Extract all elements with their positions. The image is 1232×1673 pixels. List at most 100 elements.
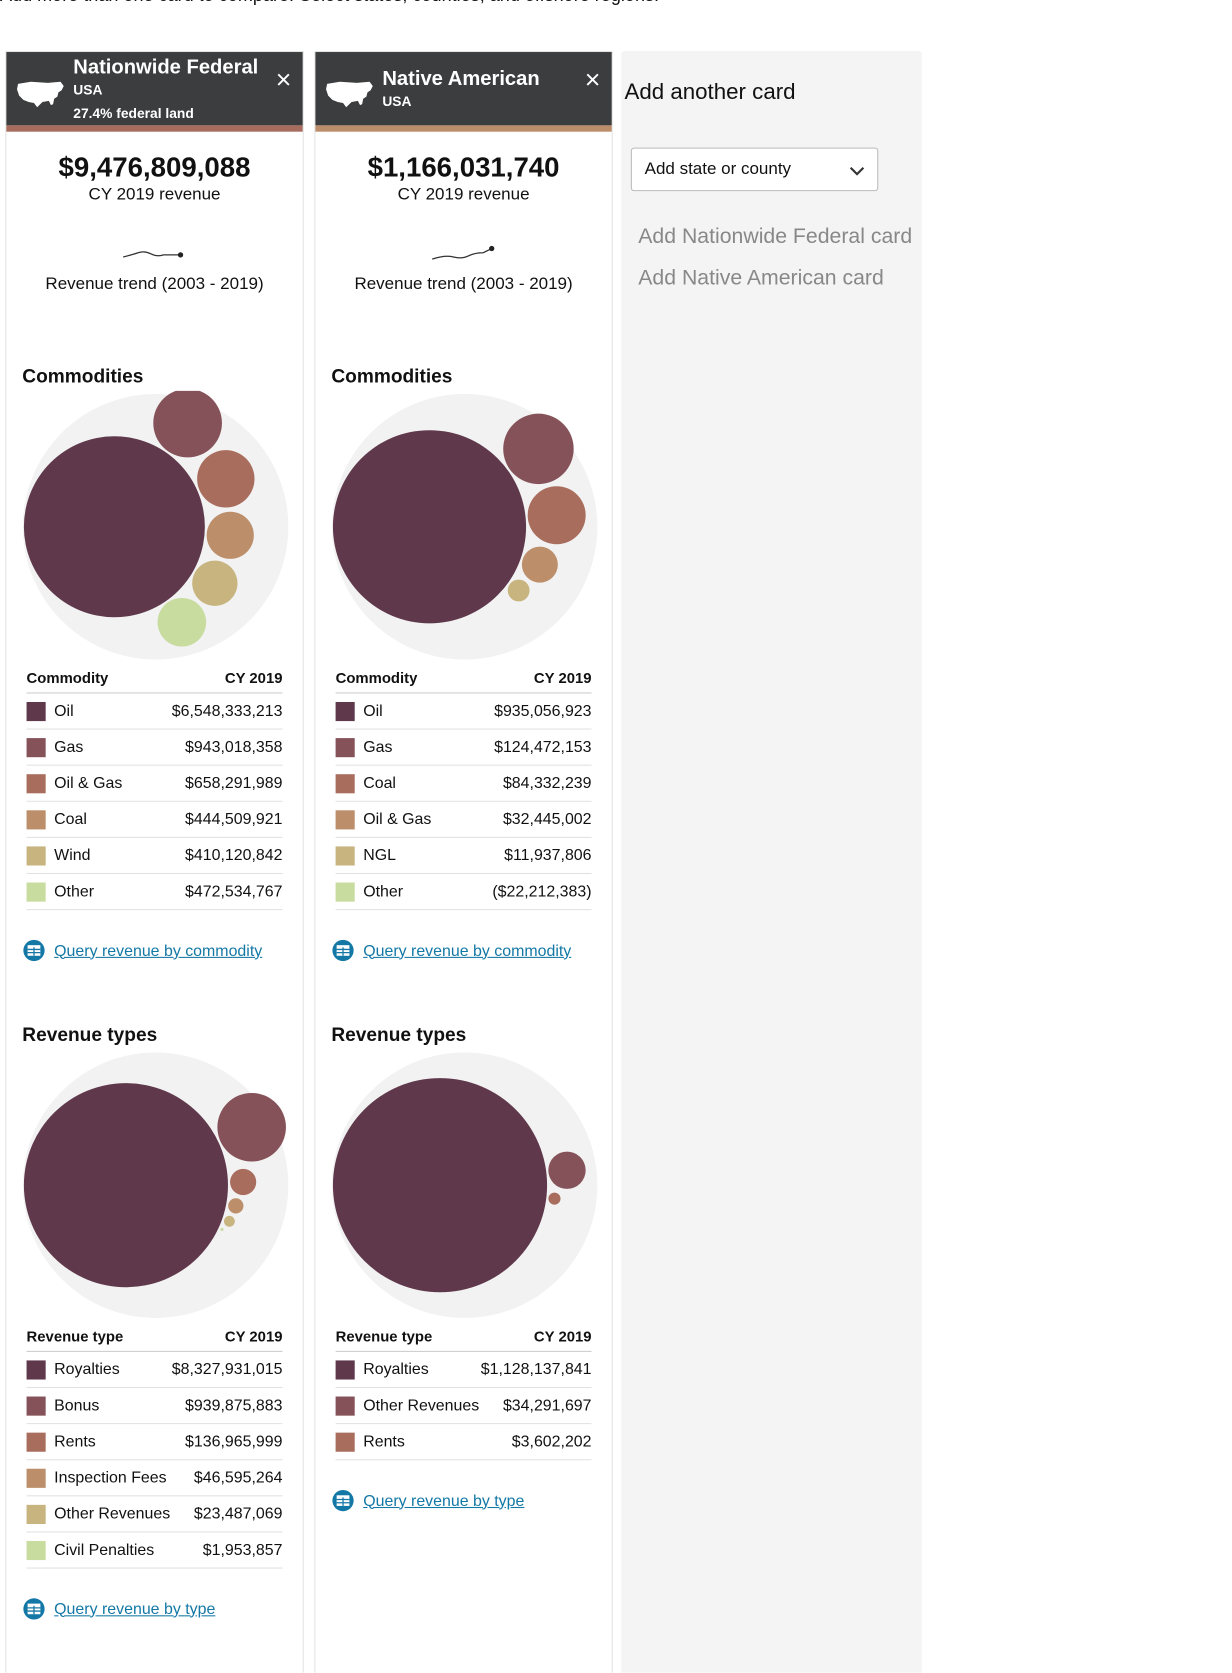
row-name: Other Revenues	[54, 1504, 171, 1523]
bubble	[548, 1151, 586, 1189]
bubble	[230, 1168, 257, 1196]
swatch	[335, 1432, 355, 1452]
bubble	[503, 413, 574, 485]
usa-icon	[16, 81, 64, 108]
section: Commodities Commodity CY 2019 Oil $935,056,9…	[315, 363, 611, 963]
table-row: Wind $410,120,842	[26, 838, 282, 875]
swatch	[26, 1468, 46, 1488]
row-name: Oil	[363, 701, 383, 721]
card-location: USA	[73, 81, 103, 98]
query-link[interactable]: Query revenue by type	[331, 1488, 595, 1513]
card-title: Native American	[382, 67, 540, 90]
close-button[interactable]	[277, 73, 290, 86]
swatch	[335, 1395, 355, 1416]
bubble	[192, 560, 238, 606]
row-value: $1,953,857	[202, 1540, 283, 1560]
close-button[interactable]	[586, 73, 599, 86]
table: Revenue type CY 2019 Royalties $1,128,137,8…	[331, 1321, 595, 1461]
table-row: Oil & Gas $658,291,989	[26, 766, 283, 802]
table-header: Commodity CY 2019	[335, 663, 592, 694]
table: Revenue type CY 2019 Royalties $8,327,931,0…	[22, 1321, 286, 1569]
bubble	[220, 1227, 224, 1232]
bubble-chart	[331, 1052, 598, 1318]
table-header: Revenue type CY 2019	[26, 1321, 283, 1352]
bubble	[157, 597, 207, 647]
bubble	[23, 1083, 228, 1288]
row-value: $935,056,923	[494, 701, 592, 721]
row-value: $472,534,767	[185, 882, 283, 901]
table-icon	[23, 1598, 45, 1620]
row-value: $1,128,137,841	[480, 1360, 592, 1379]
row-name: Gas	[54, 738, 84, 757]
column-header: CY 2019	[224, 1327, 283, 1345]
table-row: Rents $3,602,202	[335, 1424, 592, 1461]
sparkline-dot	[177, 252, 183, 258]
swatch	[335, 809, 355, 829]
total-revenue: $1,166,031,740	[367, 150, 560, 183]
bubble	[223, 1215, 235, 1227]
section-heading: Revenue types	[22, 1023, 158, 1046]
table-icon	[332, 1489, 354, 1512]
row-name: Other	[54, 882, 95, 901]
card-location: USA	[382, 92, 412, 109]
section-heading: Revenue types	[331, 1023, 467, 1046]
chevron	[849, 167, 865, 176]
state-select[interactable]: Add state or county	[630, 147, 879, 192]
table: Commodity CY 2019 Oil $935,056,923 Gas $124,4…	[331, 663, 595, 911]
query-link-text: Query revenue by type	[54, 1599, 216, 1618]
swatch	[26, 809, 46, 829]
swatch	[26, 701, 46, 721]
table-row: Oil $6,548,333,213	[26, 693, 283, 730]
close-x	[277, 73, 290, 86]
row-name: Coal	[363, 774, 396, 793]
query-link-text: Query revenue by commodity	[363, 941, 572, 960]
query-link[interactable]: Query revenue by commodity	[22, 938, 286, 963]
table-row: Royalties $1,128,137,841	[335, 1352, 592, 1389]
add-option[interactable]: Add Native American card	[638, 266, 884, 290]
card: Nationwide Federal USA 27.4% federal land $…	[5, 50, 304, 1673]
bubble	[332, 430, 527, 624]
row-value: $3,602,202	[511, 1432, 592, 1451]
column-header: CY 2019	[533, 1327, 592, 1345]
close-x	[586, 73, 599, 86]
row-value: $658,291,989	[185, 774, 283, 793]
table-row: NGL $11,937,806	[335, 838, 592, 875]
row-value: $84,332,239	[502, 774, 592, 793]
bubble	[197, 450, 255, 508]
bubble	[228, 1198, 244, 1214]
table-row: Gas $943,018,358	[26, 730, 282, 766]
row-name: Bonus	[54, 1396, 100, 1415]
bubble	[548, 1192, 561, 1205]
add-option[interactable]: Add Nationwide Federal card	[638, 225, 913, 249]
swatch	[26, 1540, 46, 1560]
swatch	[335, 773, 355, 793]
swatch	[26, 1432, 46, 1452]
card: Native American USA $1,166,031,740 CY 2019 …	[314, 50, 613, 1673]
header-text: Native American USA	[382, 52, 539, 125]
query-link[interactable]: Query revenue by commodity	[331, 938, 595, 963]
table-row: Other Revenues $23,487,069	[26, 1496, 282, 1533]
row-value: $34,291,697	[502, 1396, 592, 1415]
column-header: CY 2019	[533, 669, 592, 687]
swatch	[335, 881, 355, 902]
total-revenue: $9,476,809,088	[58, 150, 251, 183]
table-icon	[23, 939, 45, 962]
row-name: Wind	[54, 846, 91, 865]
trend-label: Revenue trend (2003 - 2019)	[45, 275, 264, 294]
query-link[interactable]: Query revenue by type	[22, 1596, 286, 1621]
add-card-panel: Add another card Add state or county Add…	[621, 50, 922, 1673]
bubble	[332, 1078, 548, 1293]
swatch	[26, 1395, 46, 1416]
row-name: Oil	[54, 701, 74, 721]
query-link-text: Query revenue by type	[363, 1491, 525, 1510]
table-row: Coal $84,332,239	[335, 766, 592, 802]
card-header: Nationwide Federal USA 27.4% federal land	[6, 52, 303, 126]
bubble-chart	[22, 1052, 289, 1318]
column-header: Commodity	[26, 669, 109, 687]
table-row: Other Revenues $34,291,697	[335, 1388, 592, 1425]
row-value: $6,548,333,213	[171, 701, 283, 721]
swatch	[26, 1359, 46, 1380]
row-value: $124,472,153	[494, 738, 592, 757]
sparkline	[431, 245, 494, 260]
